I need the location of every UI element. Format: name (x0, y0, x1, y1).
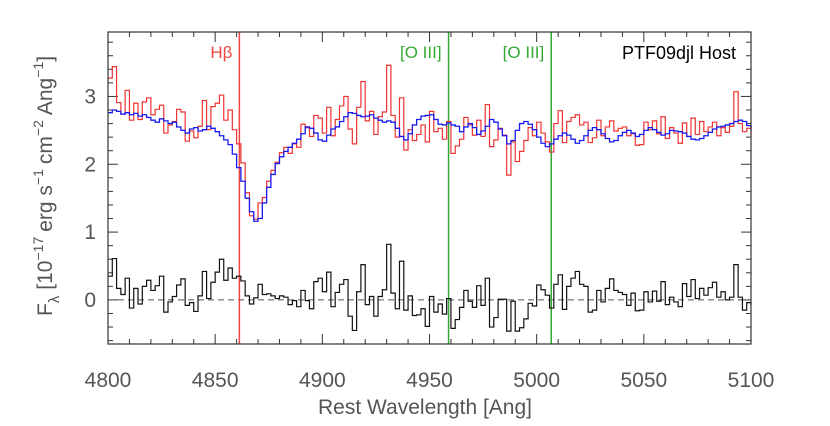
y-axis-title-erg: erg s (34, 185, 57, 232)
hbeta-label: Hβ (210, 43, 232, 62)
x-tick-label-4900: 4900 (299, 369, 346, 392)
y-axis-title-exp2: −1 (30, 169, 46, 185)
x-tick-label-4800: 4800 (85, 369, 132, 392)
y-axis-title-prefix: [10 (34, 261, 57, 290)
panel-title: PTF09djl Host (622, 43, 736, 63)
y-tick-label-0: 0 (84, 289, 96, 312)
y-axis-title-close: ] (34, 56, 57, 62)
x-axis-title: Rest Wavelength [Ang] (318, 396, 532, 419)
x-tick-label-5050: 5050 (620, 369, 667, 392)
y-axis-title-cm: cm (34, 136, 57, 164)
x-tick-label-4850: 4850 (192, 369, 239, 392)
y-tick-labels: 0 1 2 3 (84, 85, 96, 311)
x-tick-label-4950: 4950 (406, 369, 453, 392)
y-axis-title-exp1: −17 (30, 237, 46, 261)
template-fit-line (108, 109, 752, 222)
oiii-4959-label: [O III] (400, 43, 442, 62)
observed-spectrum-line (108, 64, 752, 220)
y-axis-title-exp3: −2 (30, 120, 46, 136)
x-tick-labels: 4800 4850 4900 4950 5000 5050 5100 (85, 369, 775, 392)
y-tick-label-2: 2 (84, 153, 96, 176)
x-tick-label-5100: 5100 (728, 369, 775, 392)
y-axis-title: Fλ[10−17erg s−1cm−2Ang−1] (30, 56, 63, 316)
oiii-5007-label: [O III] (503, 43, 545, 62)
y-axis-title-sub: λ (46, 295, 63, 303)
y-tick-label-1: 1 (84, 221, 96, 244)
residual-spectrum-line (108, 243, 752, 332)
plot-frame (107, 31, 752, 345)
y-axis-title-exp4: −1 (30, 62, 46, 78)
y-axis-title-base: F (34, 303, 57, 316)
y-axis-title-ang: Ang (34, 78, 57, 115)
x-tick-label-5000: 5000 (513, 369, 560, 392)
y-tick-label-3: 3 (84, 85, 96, 108)
